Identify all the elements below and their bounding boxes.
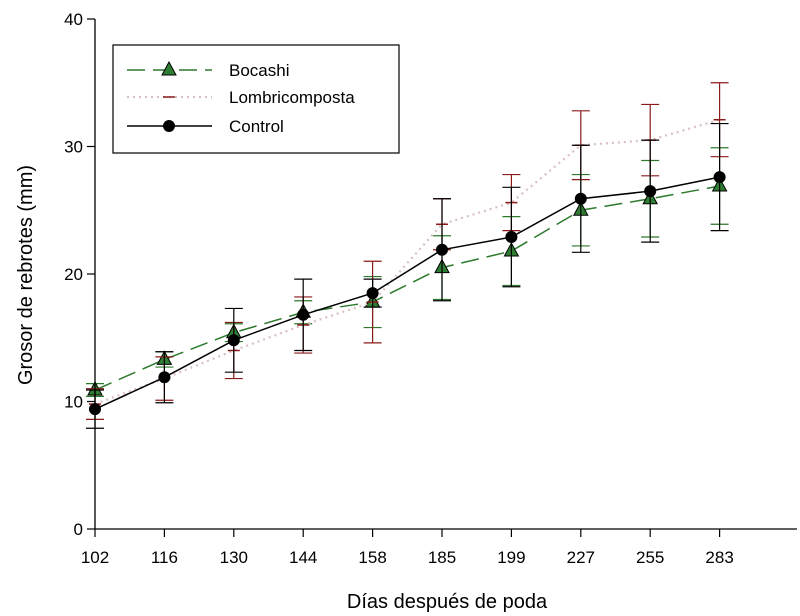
legend-marker-triangle bbox=[161, 60, 177, 76]
x-tick-label: 130 bbox=[220, 548, 248, 567]
data-point bbox=[158, 371, 171, 384]
y-tick-label: 20 bbox=[64, 265, 83, 284]
plot-area bbox=[86, 82, 729, 429]
series-control bbox=[86, 122, 729, 429]
data-point bbox=[366, 287, 379, 300]
data-point bbox=[297, 308, 310, 321]
legend: Bocashi Lombricomposta Control bbox=[112, 44, 400, 154]
data-point bbox=[505, 231, 518, 244]
legend-label-bocashi: Bocashi bbox=[229, 61, 289, 80]
y-tick-label: 10 bbox=[64, 393, 83, 412]
data-point bbox=[574, 192, 587, 205]
data-point bbox=[436, 243, 448, 256]
axes: 0 10 20 30 40 102 116 130 144 158 185 199 227 255 283 bbox=[64, 10, 797, 567]
legend-label-control: Control bbox=[229, 117, 284, 136]
x-tick-label: 185 bbox=[428, 548, 456, 567]
x-tick-label: 199 bbox=[497, 548, 525, 567]
data-point bbox=[227, 334, 240, 347]
x-tick-label: 255 bbox=[636, 548, 664, 567]
data-point bbox=[713, 171, 726, 184]
x-tick-label: 227 bbox=[567, 548, 595, 567]
x-tick-label: 102 bbox=[81, 548, 109, 567]
series-line bbox=[94, 176, 720, 410]
x-axis-title: Días después de poda bbox=[347, 591, 548, 613]
data-point bbox=[644, 185, 657, 198]
series-line bbox=[94, 185, 720, 391]
y-tick-label: 0 bbox=[74, 520, 83, 539]
y-tick-label: 40 bbox=[64, 10, 83, 29]
series-line bbox=[94, 118, 720, 406]
legend-label-lombricomposta: Lombricomposta bbox=[229, 88, 355, 107]
x-tick-label: 116 bbox=[151, 548, 178, 567]
legend-box bbox=[112, 44, 400, 154]
y-axis-title: Grosor de rebrotes (mm) bbox=[15, 165, 37, 385]
legend-marker-circle bbox=[163, 120, 175, 132]
x-tick-label: 283 bbox=[705, 548, 733, 567]
y-tick-label: 30 bbox=[64, 138, 83, 157]
x-tick-label: 158 bbox=[358, 548, 386, 567]
x-tick-label: 144 bbox=[289, 548, 317, 567]
